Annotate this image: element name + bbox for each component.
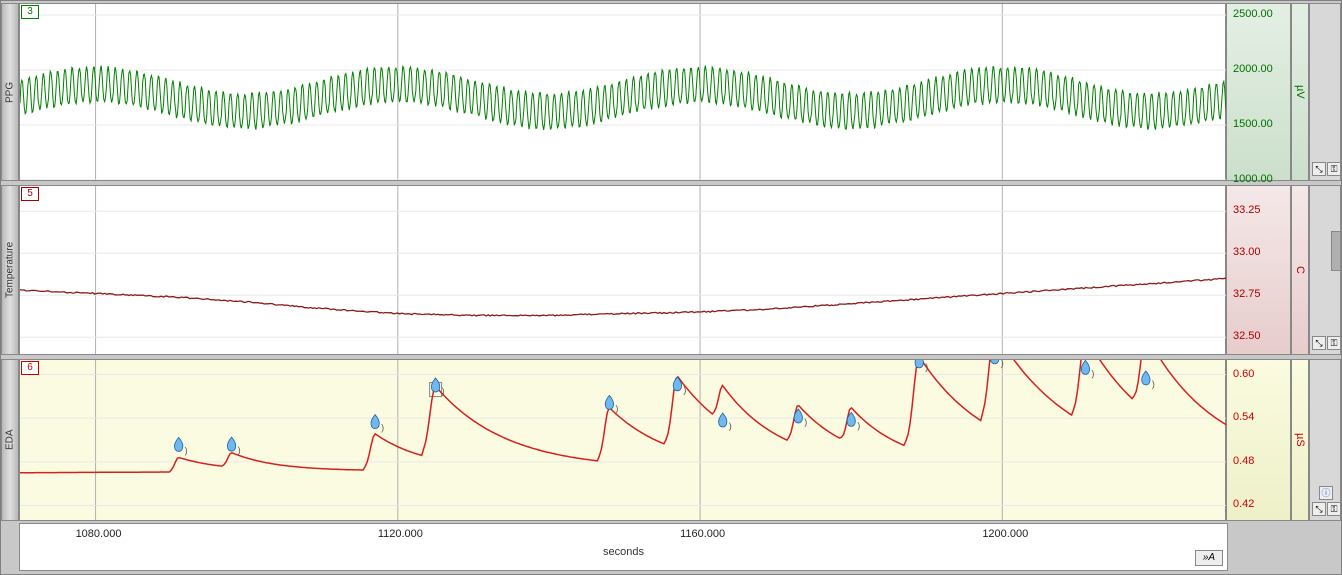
scr-marker-icon[interactable] (1142, 371, 1150, 385)
scr-marker-icon[interactable] (915, 360, 923, 368)
channel-badge[interactable]: 6 (21, 361, 39, 375)
scr-marker-icon[interactable] (431, 378, 439, 392)
svg-text:): ) (683, 385, 686, 395)
svg-text:): ) (729, 421, 732, 431)
x-tick-label: 1200.000 (982, 528, 1028, 540)
y-tick-label: 0.48 (1233, 455, 1254, 467)
x-tick-label: 1080.000 (76, 528, 122, 540)
svg-text:): ) (381, 423, 384, 433)
scr-marker-icon[interactable] (719, 413, 727, 427)
scr-marker-icon[interactable] (605, 395, 613, 409)
info-icon[interactable]: ⓘ (1319, 486, 1333, 500)
track-tools: ⤡⚿ (1309, 3, 1341, 181)
y-tick-label: 32.50 (1233, 330, 1261, 342)
svg-text:): ) (615, 403, 618, 413)
x-tick-label: 1160.000 (680, 528, 725, 540)
tracks-container: PPG31000.001500.002000.002500.00µV⤡⚿Temp… (1, 1, 1341, 574)
y-tick-label: 2500.00 (1233, 8, 1273, 20)
svg-text:): ) (1091, 368, 1094, 378)
lock-icon[interactable]: ⚿ (1327, 162, 1341, 176)
track-tools: ⤡⚿ ⓘ (1309, 359, 1341, 521)
track-eda: EDA6))))))))))))) 0.42 0.48 0.54 0.60 µS⤡⚿ ⓘ (1, 359, 1341, 521)
vertical-scrollbar-thumb[interactable] (1331, 231, 1341, 271)
y-tick-label: 0.60 (1233, 368, 1254, 380)
y-tick-label: 32.75 (1233, 288, 1261, 300)
channel-badge[interactable]: 3 (21, 5, 39, 19)
svg-text:): ) (442, 386, 445, 396)
y-axis-unit-label: µS (1291, 359, 1309, 521)
svg-text:): ) (1001, 360, 1004, 368)
lock-icon[interactable]: ⚿ (1327, 502, 1341, 516)
autoscale-all-button[interactable]: »A (1195, 550, 1223, 566)
y-tick-label: 2000.00 (1233, 63, 1273, 75)
autoscale-icon[interactable]: ⤡ (1312, 502, 1326, 516)
biopac-viewer: PPG31000.001500.002000.002500.00µV⤡⚿Temp… (0, 0, 1342, 575)
track-label[interactable]: EDA (1, 359, 19, 521)
y-axis-unit-label: C (1291, 185, 1309, 355)
track-temp: Temperature5 32.50 32.75 33.00 33.25 C⤡⚿ (1, 185, 1341, 355)
y-tick-label: 33.25 (1233, 204, 1261, 216)
svg-text:): ) (238, 445, 241, 455)
track-label[interactable]: Temperature (1, 185, 19, 355)
scr-marker-icon[interactable] (371, 415, 379, 429)
scr-marker-icon[interactable] (991, 360, 999, 364)
x-axis[interactable]: seconds »A 1080.000 1120.000 1160.000 1200.… (19, 523, 1228, 571)
track-ppg: PPG31000.001500.002000.002500.00µV⤡⚿ (1, 3, 1341, 181)
svg-text:): ) (804, 417, 807, 427)
scr-marker-icon[interactable] (175, 437, 183, 451)
y-tick-label: 1500.00 (1233, 118, 1273, 130)
svg-text:): ) (857, 420, 860, 430)
x-axis-unit-label: seconds (603, 546, 644, 558)
scr-marker-icon[interactable] (227, 437, 235, 451)
y-tick-label: 0.54 (1233, 411, 1254, 423)
y-axis-unit-label: µV (1291, 3, 1309, 181)
plot-area[interactable] (19, 185, 1226, 355)
channel-badge[interactable]: 5 (21, 187, 39, 201)
lock-icon[interactable]: ⚿ (1327, 336, 1341, 350)
y-tick-label: 33.00 (1233, 246, 1261, 258)
svg-text:): ) (185, 445, 188, 455)
y-axis[interactable]: 0.42 0.48 0.54 0.60 (1226, 359, 1291, 521)
autoscale-icon[interactable]: ⤡ (1312, 336, 1326, 350)
scr-marker-icon[interactable] (1081, 360, 1089, 374)
y-axis[interactable]: 32.50 32.75 33.00 33.25 (1226, 185, 1291, 355)
y-tick-label: 0.42 (1233, 498, 1254, 510)
y-axis[interactable]: 1000.001500.002000.002500.00 (1226, 3, 1291, 181)
plot-area[interactable]: ))))))))))))) (19, 359, 1226, 521)
svg-text:): ) (925, 362, 928, 372)
x-tick-label: 1120.000 (378, 528, 423, 540)
y-tick-label: 1000.00 (1233, 173, 1273, 185)
svg-text:): ) (1152, 379, 1155, 389)
track-label[interactable]: PPG (1, 3, 19, 181)
autoscale-icon[interactable]: ⤡ (1312, 162, 1326, 176)
plot-area[interactable] (19, 3, 1226, 181)
